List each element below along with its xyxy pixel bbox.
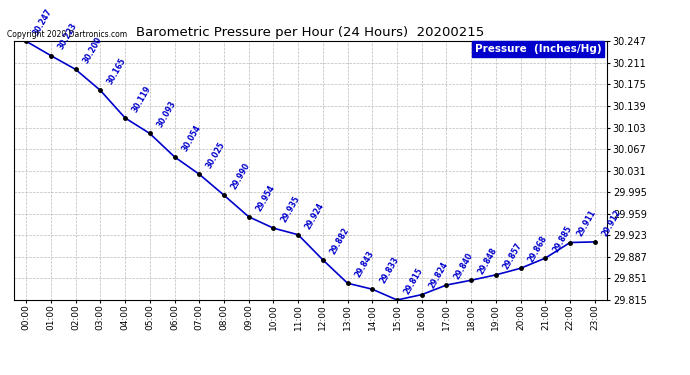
Text: 30.247: 30.247 bbox=[32, 7, 54, 37]
Text: 29.935: 29.935 bbox=[279, 194, 302, 224]
Text: 30.093: 30.093 bbox=[155, 100, 178, 129]
Text: 29.954: 29.954 bbox=[254, 183, 277, 213]
Text: 29.848: 29.848 bbox=[477, 246, 500, 276]
Text: 30.025: 30.025 bbox=[205, 140, 227, 170]
Text: 29.857: 29.857 bbox=[502, 241, 524, 271]
Text: Pressure  (Inches/Hg): Pressure (Inches/Hg) bbox=[475, 44, 601, 54]
Text: 30.223: 30.223 bbox=[57, 22, 79, 51]
Text: 29.911: 29.911 bbox=[575, 209, 598, 238]
Text: 29.885: 29.885 bbox=[551, 224, 573, 254]
Text: 30.054: 30.054 bbox=[180, 123, 202, 153]
Text: 30.200: 30.200 bbox=[81, 36, 104, 65]
Title: Barometric Pressure per Hour (24 Hours)  20200215: Barometric Pressure per Hour (24 Hours) … bbox=[137, 26, 484, 39]
Text: Copyright 2020 Dartronics.com: Copyright 2020 Dartronics.com bbox=[7, 30, 127, 39]
Text: 29.840: 29.840 bbox=[452, 251, 475, 281]
Text: 29.843: 29.843 bbox=[353, 249, 375, 279]
Text: 29.815: 29.815 bbox=[402, 266, 425, 296]
Text: 29.924: 29.924 bbox=[304, 201, 326, 231]
Text: 29.912: 29.912 bbox=[600, 208, 623, 238]
Text: 30.165: 30.165 bbox=[106, 57, 128, 86]
Text: 30.119: 30.119 bbox=[130, 84, 153, 114]
Text: 29.833: 29.833 bbox=[378, 255, 400, 285]
Text: 29.824: 29.824 bbox=[427, 261, 450, 291]
Text: 29.868: 29.868 bbox=[526, 234, 549, 264]
Text: 29.990: 29.990 bbox=[230, 161, 252, 191]
Text: 29.882: 29.882 bbox=[328, 226, 351, 256]
